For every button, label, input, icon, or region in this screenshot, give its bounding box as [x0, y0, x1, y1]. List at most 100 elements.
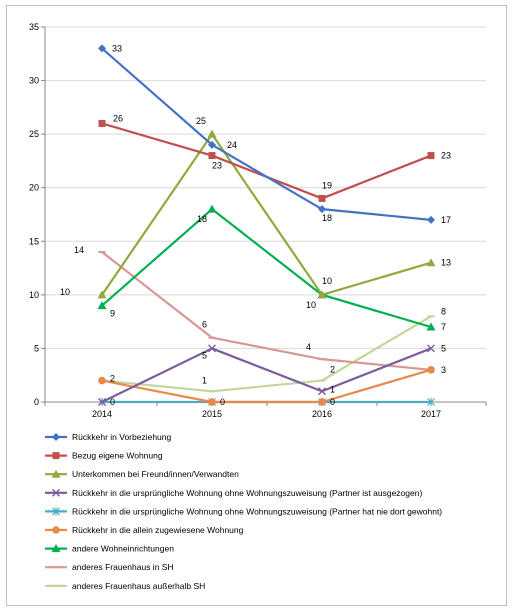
x-tick-label: 2017: [421, 409, 441, 419]
legend-entry: Unterkommen bei Freund/innen/Verwandten: [45, 469, 239, 479]
data-label: 17: [441, 215, 451, 225]
x-tick-label: 2014: [92, 409, 112, 419]
data-point: [318, 398, 326, 406]
legend-label: andere Wohneinrichtungen: [72, 544, 174, 554]
data-label: 18: [197, 214, 207, 224]
data-point: [98, 119, 106, 127]
data-label: 5: [202, 350, 207, 360]
series-1: [98, 119, 435, 202]
data-label: 10: [322, 276, 332, 286]
data-point: [427, 398, 435, 406]
legend-marker: [52, 433, 60, 441]
legend-label: anderes Frauenhaus außerhalb SH: [72, 581, 205, 591]
y-tick-label: 10: [29, 290, 39, 300]
legend-label: Rückkehr in Vorbeziehung: [72, 432, 172, 442]
data-label: 0: [220, 397, 225, 407]
y-tick-label: 0: [34, 397, 39, 407]
legend-label: Rückkehr in die ursprüngliche Wohnung oh…: [72, 488, 422, 498]
x-tick-label: 2016: [312, 409, 332, 419]
data-point: [208, 140, 216, 149]
data-label: 18: [322, 213, 332, 223]
series-line: [101, 133, 432, 296]
data-point: [318, 205, 326, 214]
legend-label: Bezug eigene Wohnung: [72, 451, 163, 461]
data-label: 8: [441, 306, 446, 316]
data-point: [427, 152, 435, 160]
data-label: 9: [110, 309, 115, 319]
series-line: [101, 208, 432, 329]
legend-marker: [51, 544, 61, 553]
data-point: [208, 152, 216, 160]
data-label: 3: [441, 365, 446, 375]
data-label: 7: [441, 322, 446, 332]
data-label: 25: [196, 116, 206, 126]
series-6: [97, 204, 436, 331]
series-group: [97, 44, 436, 406]
series-3: [98, 344, 435, 406]
data-label: 10: [60, 287, 70, 297]
data-label: 33: [112, 43, 122, 53]
data-label: 23: [441, 151, 451, 161]
data-label: 13: [441, 258, 451, 268]
series-5: [98, 366, 435, 406]
data-point: [97, 290, 107, 299]
series-7: [98, 251, 435, 371]
y-tick-label: 35: [29, 22, 39, 32]
legend-marker: [51, 469, 61, 478]
data-label: 14: [74, 245, 84, 255]
chart-frame: [6, 5, 507, 606]
data-label: 6: [202, 320, 207, 330]
legend-entry: anderes Frauenhaus außerhalb SH: [45, 581, 205, 591]
data-point: [318, 387, 326, 396]
data-point: [426, 258, 436, 267]
data-point: [317, 290, 327, 299]
legend-entry: Rückkehr in die allein zugewiesene Wohnu…: [45, 525, 244, 535]
legend-entry: Bezug eigene Wohnung: [45, 451, 163, 461]
data-label: 1: [202, 375, 207, 385]
legend-label: Rückkehr in die allein zugewiesene Wohnu…: [72, 525, 244, 535]
legend-entry: anderes Frauenhaus in SH: [45, 562, 174, 572]
series-line: [101, 122, 432, 200]
data-label: 19: [322, 180, 332, 190]
legend-entry: Rückkehr in die ursprüngliche Wohnung oh…: [45, 488, 422, 498]
data-point: [427, 344, 435, 353]
y-tick-label: 30: [29, 76, 39, 86]
legend-label: Rückkehr in die ursprüngliche Wohnung oh…: [72, 506, 442, 516]
data-point: [427, 215, 435, 224]
series-line: [101, 315, 432, 393]
data-point: [318, 194, 326, 202]
y-tick-label: 5: [34, 343, 39, 353]
y-tick-label: 15: [29, 236, 39, 246]
legend-marker: [52, 488, 60, 497]
data-label: 10: [306, 300, 316, 310]
data-point: [98, 376, 106, 385]
data-point: [207, 129, 217, 138]
y-tick-label: 25: [29, 129, 39, 139]
data-label: 4: [306, 342, 311, 352]
series-line: [101, 47, 432, 221]
legend-entry: Rückkehr in Vorbeziehung: [45, 432, 172, 442]
data-label: 0: [330, 397, 335, 407]
y-tick-label: 20: [29, 183, 39, 193]
legend-marker: [52, 507, 60, 516]
x-tick-label: 2015: [202, 409, 222, 419]
legend-label: anderes Frauenhaus in SH: [72, 562, 174, 572]
data-point: [97, 301, 107, 310]
data-point: [98, 44, 106, 53]
data-point: [207, 204, 217, 213]
series-line: [101, 251, 432, 371]
series-line: [101, 368, 432, 404]
data-point: [426, 322, 436, 331]
legend: Rückkehr in Vorbeziehung Bezug eigene Woh…: [45, 432, 442, 591]
legend-entry: Rückkehr in die ursprüngliche Wohnung oh…: [45, 506, 442, 516]
series-2: [97, 129, 436, 299]
series-line: [101, 347, 432, 403]
data-point: [208, 398, 216, 406]
data-point: [427, 366, 435, 374]
data-point: [208, 344, 216, 353]
data-label: 0: [110, 397, 115, 407]
data-label: 1: [330, 384, 335, 394]
